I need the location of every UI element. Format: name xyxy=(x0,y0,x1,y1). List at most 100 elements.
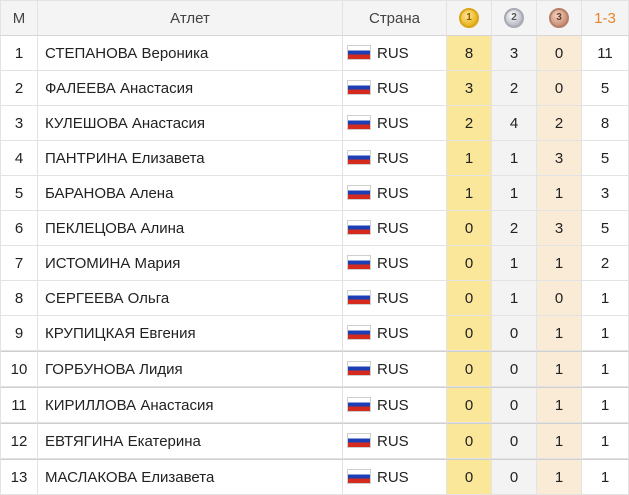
country-code: RUS xyxy=(377,289,409,307)
cell-rank: 11 xyxy=(0,387,38,423)
cell-total: 2 xyxy=(582,246,629,281)
cell-silver: 3 xyxy=(492,36,537,71)
cell-country: RUS xyxy=(343,71,447,106)
header-total[interactable]: 1-3 xyxy=(582,0,629,36)
russia-flag-icon xyxy=(347,468,371,484)
cell-silver: 2 xyxy=(492,211,537,246)
gold-medal-icon: 1 xyxy=(459,8,479,28)
country-code: RUS xyxy=(377,396,409,414)
cell-rank: 8 xyxy=(0,281,38,316)
cell-bronze: 1 xyxy=(537,387,582,423)
header-country[interactable]: Страна xyxy=(343,0,447,36)
cell-silver: 0 xyxy=(492,387,537,423)
country-code: RUS xyxy=(377,184,409,202)
cell-total: 1 xyxy=(582,316,629,351)
cell-silver: 0 xyxy=(492,316,537,351)
table-row: 11 КИРИЛЛОВА Анастасия RUS 0 0 1 1 xyxy=(0,387,629,423)
cell-gold: 0 xyxy=(447,459,492,495)
cell-bronze: 2 xyxy=(537,106,582,141)
cell-gold: 0 xyxy=(447,211,492,246)
cell-bronze: 3 xyxy=(537,141,582,176)
country-code: RUS xyxy=(377,219,409,237)
cell-silver: 1 xyxy=(492,176,537,211)
country-code: RUS xyxy=(377,79,409,97)
russia-flag-icon xyxy=(347,114,371,130)
cell-total: 3 xyxy=(582,176,629,211)
cell-athlete-name[interactable]: БАРАНОВА Алена xyxy=(38,176,343,211)
cell-total: 5 xyxy=(582,71,629,106)
header-gold[interactable]: 1 xyxy=(447,0,492,36)
russia-flag-icon xyxy=(347,360,371,376)
cell-athlete-name[interactable]: КРУПИЦКАЯ Евгения xyxy=(38,316,343,351)
cell-country: RUS xyxy=(343,141,447,176)
cell-gold: 0 xyxy=(447,281,492,316)
table-row: 3 КУЛЕШОВА Анастасия RUS 2 4 2 8 xyxy=(0,106,629,141)
cell-athlete-name[interactable]: МАСЛАКОВА Елизавета xyxy=(38,459,343,495)
cell-silver: 1 xyxy=(492,141,537,176)
cell-gold: 8 xyxy=(447,36,492,71)
cell-gold: 0 xyxy=(447,387,492,423)
header-silver[interactable]: 2 xyxy=(492,0,537,36)
cell-athlete-name[interactable]: ГОРБУНОВА Лидия xyxy=(38,351,343,387)
cell-country: RUS xyxy=(343,246,447,281)
country-code: RUS xyxy=(377,114,409,132)
cell-bronze: 1 xyxy=(537,459,582,495)
russia-flag-icon xyxy=(347,254,371,270)
russia-flag-icon xyxy=(347,79,371,95)
cell-bronze: 1 xyxy=(537,246,582,281)
cell-total: 1 xyxy=(582,459,629,495)
cell-silver: 2 xyxy=(492,71,537,106)
cell-bronze: 0 xyxy=(537,281,582,316)
header-rank[interactable]: М xyxy=(0,0,38,36)
cell-silver: 4 xyxy=(492,106,537,141)
country-code: RUS xyxy=(377,149,409,167)
cell-athlete-name[interactable]: ПЕКЛЕЦОВА Алина xyxy=(38,211,343,246)
header-athlete[interactable]: Атлет xyxy=(38,0,343,36)
cell-athlete-name[interactable]: ПАНТРИНА Елизавета xyxy=(38,141,343,176)
cell-rank: 7 xyxy=(0,246,38,281)
cell-athlete-name[interactable]: СТЕПАНОВА Вероника xyxy=(38,36,343,71)
table-body: 1 СТЕПАНОВА Вероника RUS 8 3 0 11 2 ФАЛЕЕВА Анас… xyxy=(0,36,629,495)
cell-bronze: 1 xyxy=(537,176,582,211)
table-row: 2 ФАЛЕЕВА Анастасия RUS 3 2 0 5 xyxy=(0,71,629,106)
cell-gold: 0 xyxy=(447,316,492,351)
cell-silver: 0 xyxy=(492,459,537,495)
cell-total: 8 xyxy=(582,106,629,141)
cell-athlete-name[interactable]: СЕРГЕЕВА Ольга xyxy=(38,281,343,316)
cell-gold: 0 xyxy=(447,246,492,281)
table-header-row: М Атлет Страна 1 2 3 1-3 xyxy=(0,0,629,36)
cell-bronze: 0 xyxy=(537,71,582,106)
cell-bronze: 1 xyxy=(537,423,582,459)
cell-athlete-name[interactable]: ЕВТЯГИНА Екатерина xyxy=(38,423,343,459)
cell-rank: 10 xyxy=(0,351,38,387)
cell-rank: 12 xyxy=(0,423,38,459)
cell-bronze: 3 xyxy=(537,211,582,246)
cell-athlete-name[interactable]: ИСТОМИНА Мария xyxy=(38,246,343,281)
cell-total: 5 xyxy=(582,141,629,176)
cell-athlete-name[interactable]: КИРИЛЛОВА Анастасия xyxy=(38,387,343,423)
table-row: 5 БАРАНОВА Алена RUS 1 1 1 3 xyxy=(0,176,629,211)
russia-flag-icon xyxy=(347,44,371,60)
cell-gold: 0 xyxy=(447,351,492,387)
table-row: 7 ИСТОМИНА Мария RUS 0 1 1 2 xyxy=(0,246,629,281)
cell-total: 1 xyxy=(582,423,629,459)
russia-flag-icon xyxy=(347,289,371,305)
cell-country: RUS xyxy=(343,316,447,351)
russia-flag-icon xyxy=(347,149,371,165)
cell-gold: 2 xyxy=(447,106,492,141)
cell-country: RUS xyxy=(343,211,447,246)
cell-rank: 6 xyxy=(0,211,38,246)
country-code: RUS xyxy=(377,432,409,450)
cell-country: RUS xyxy=(343,387,447,423)
header-bronze[interactable]: 3 xyxy=(537,0,582,36)
cell-gold: 0 xyxy=(447,423,492,459)
cell-athlete-name[interactable]: ФАЛЕЕВА Анастасия xyxy=(38,71,343,106)
table-row: 10 ГОРБУНОВА Лидия RUS 0 0 1 1 xyxy=(0,351,629,387)
table-row: 8 СЕРГЕЕВА Ольга RUS 0 1 0 1 xyxy=(0,281,629,316)
country-code: RUS xyxy=(377,44,409,62)
cell-total: 1 xyxy=(582,281,629,316)
cell-rank: 4 xyxy=(0,141,38,176)
cell-silver: 0 xyxy=(492,351,537,387)
cell-gold: 1 xyxy=(447,176,492,211)
cell-athlete-name[interactable]: КУЛЕШОВА Анастасия xyxy=(38,106,343,141)
